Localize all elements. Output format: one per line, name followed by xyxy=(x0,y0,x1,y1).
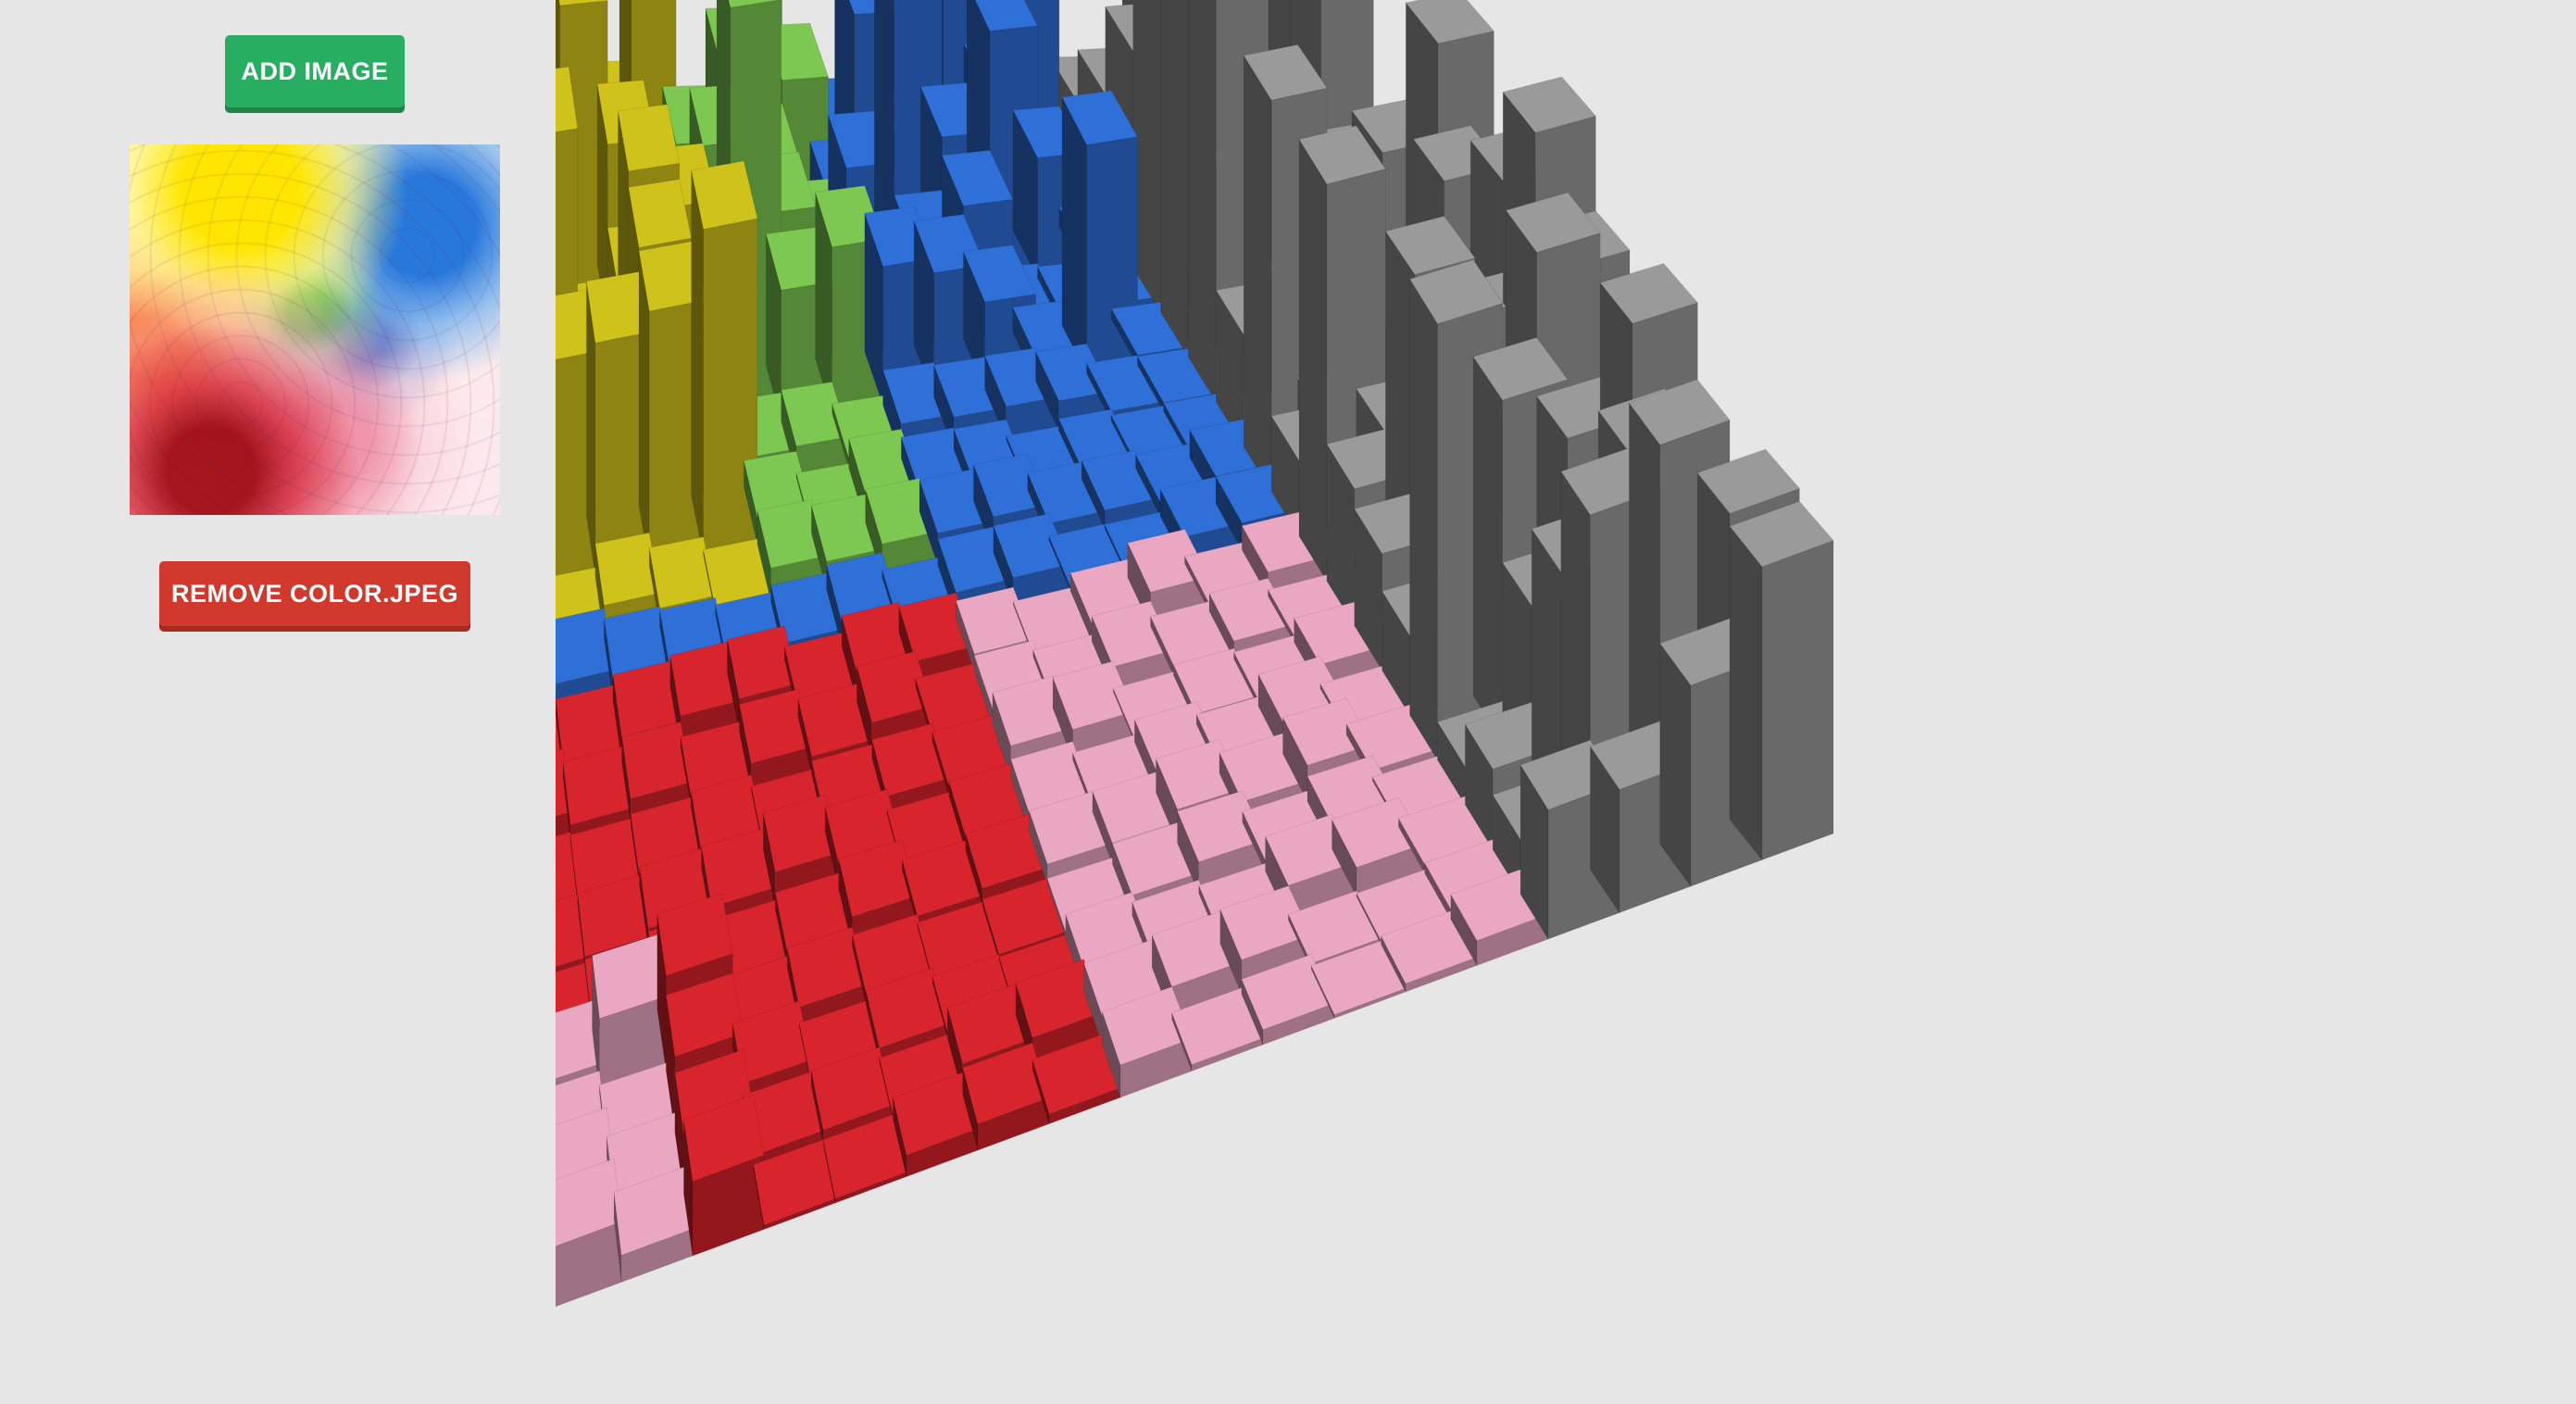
add-image-button[interactable]: ADD IMAGE xyxy=(225,35,405,107)
voxel-column xyxy=(1241,953,1335,1046)
voxel-column xyxy=(1052,660,1136,761)
voxel-face xyxy=(691,169,705,556)
voxel-terrain-icon[interactable] xyxy=(556,0,2576,1404)
voxel-face xyxy=(556,66,579,132)
voxel-face xyxy=(1761,539,1834,861)
voxel-column xyxy=(1380,910,1478,993)
voxel-column xyxy=(585,270,650,578)
voxel-face xyxy=(1502,76,1597,133)
voxel-columns xyxy=(556,0,1834,1308)
voxel-face xyxy=(1696,448,1801,514)
voxel-face xyxy=(1061,90,1139,145)
voxel-face xyxy=(1729,500,1834,568)
voxel-face xyxy=(1243,44,1328,101)
voxel-face xyxy=(1472,355,1504,741)
voxel-face xyxy=(1408,258,1504,325)
voxel-column xyxy=(962,1042,1050,1151)
voxel-face xyxy=(1187,0,1217,404)
voxel-column xyxy=(682,1094,765,1257)
voxel-face xyxy=(558,0,608,6)
voxel-face xyxy=(1160,0,1189,359)
voxel-column xyxy=(613,1166,694,1284)
voxel-column xyxy=(620,721,692,824)
voxel-face xyxy=(1243,54,1272,494)
voxel-column xyxy=(592,934,667,1094)
image-thumbnail xyxy=(130,144,500,515)
voxel-column xyxy=(1170,986,1264,1072)
voxel-face xyxy=(974,0,1039,32)
voxel-face xyxy=(1628,379,1731,446)
voxel-face xyxy=(682,1094,765,1183)
voxel-face xyxy=(941,149,1014,207)
voxel-column xyxy=(892,1072,979,1178)
voxel-face xyxy=(1298,125,1387,185)
voxel-face xyxy=(1298,137,1328,583)
voxel-column xyxy=(1729,500,1834,861)
voxel-face xyxy=(1472,336,1569,401)
voxel-face xyxy=(962,244,1037,303)
voxel-face xyxy=(628,178,693,248)
voxel-face xyxy=(657,892,733,977)
voxel-face xyxy=(1505,192,1601,254)
voxel-face xyxy=(728,0,782,8)
voxel-face xyxy=(1409,277,1438,762)
voxel-column xyxy=(1101,985,1193,1098)
remove-image-button[interactable]: REMOVE COLOR.JPEG xyxy=(159,561,470,626)
voxel-viewport[interactable] xyxy=(556,0,2576,1404)
voxel-face xyxy=(691,160,758,231)
voxel-face xyxy=(1132,0,1162,315)
voxel-column xyxy=(556,1158,622,1308)
voxel-column xyxy=(1589,721,1692,915)
voxel-face xyxy=(1405,0,1495,44)
voxel-face xyxy=(648,536,717,609)
voxel-face xyxy=(1599,262,1699,324)
voxel-column xyxy=(738,688,813,792)
voxel-column xyxy=(556,289,596,585)
voxel-column xyxy=(1298,125,1387,583)
voxel-face xyxy=(1729,524,1763,861)
voxel-column xyxy=(822,1113,907,1204)
voxel-face xyxy=(617,104,681,172)
voxel-column xyxy=(562,746,631,841)
voxel-column xyxy=(1310,940,1407,1020)
voxel-face xyxy=(1384,215,1476,276)
control-panel: ADD IMAGE REMOVE COLOR.JPEG xyxy=(120,35,509,626)
